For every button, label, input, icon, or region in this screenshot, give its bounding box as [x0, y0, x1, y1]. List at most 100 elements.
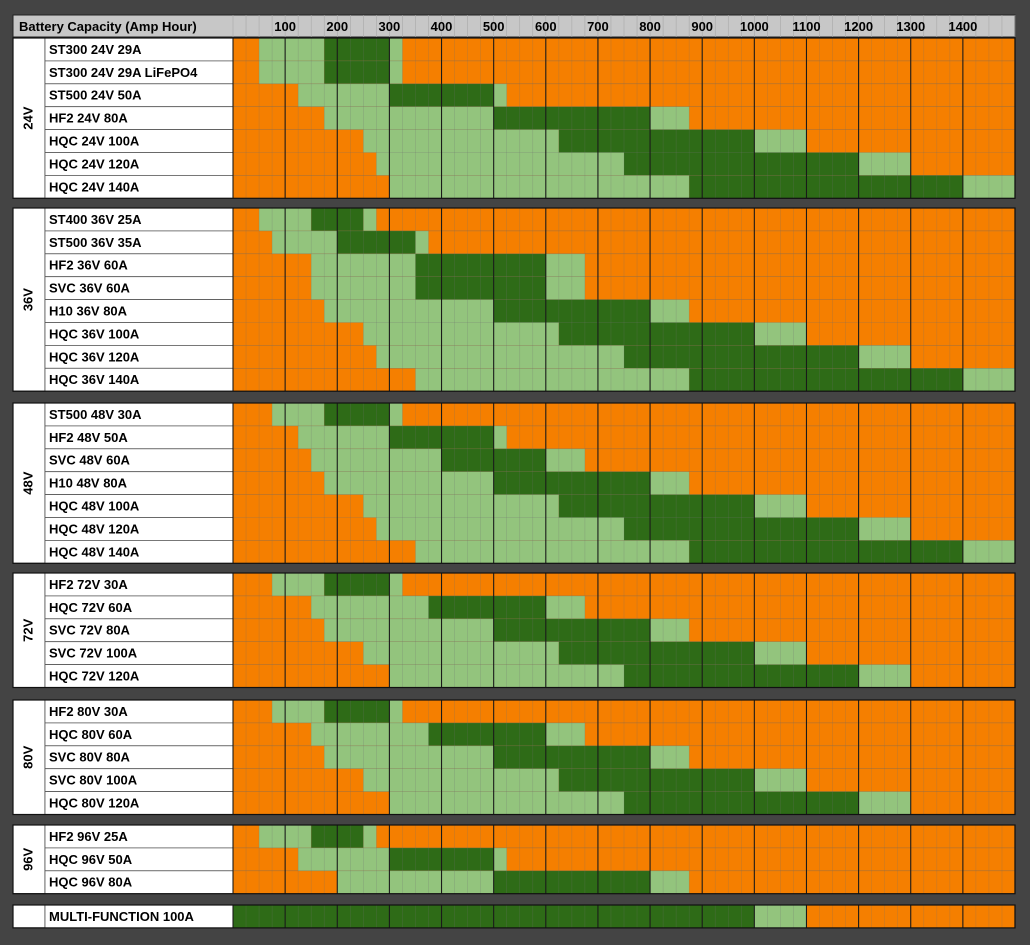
x-tick-label: 400: [431, 19, 453, 34]
cell-dark-green: [558, 768, 755, 792]
row-label: HQC 48V 100A: [49, 498, 140, 513]
row-label: ST300 24V 29A LiFePO4: [49, 65, 198, 80]
cell-light-green: [311, 595, 429, 619]
row-label: HF2 72V 30A: [49, 577, 128, 592]
cell-light-green: [363, 208, 377, 231]
cell-dark-green: [689, 175, 963, 199]
voltage-group-cell: [12, 207, 46, 392]
cell-dark-green: [493, 745, 651, 769]
cell-light-green: [858, 345, 911, 369]
group-border: [12, 37, 1016, 199]
cell-dark-green: [324, 573, 390, 596]
row-label: H10 48V 80A: [49, 476, 128, 491]
voltage-group-cell: [12, 402, 46, 564]
x-tick-label: 700: [587, 19, 609, 34]
cell-light-green: [858, 517, 911, 541]
cell-dark-green: [493, 299, 651, 323]
cell-light-green: [650, 618, 690, 642]
cell-light-green: [858, 664, 911, 688]
group-border: [12, 402, 1016, 564]
cell-light-green: [259, 60, 325, 84]
cell-light-green: [545, 276, 585, 300]
cell-light-green: [754, 322, 807, 346]
cell-light-green: [754, 768, 807, 792]
row-label: ST500 36V 35A: [49, 235, 142, 250]
row-label: SVC 48V 60A: [49, 453, 131, 468]
x-tick-label: 1200: [844, 19, 873, 34]
row-label: ST500 48V 30A: [49, 407, 142, 422]
chart-title: Battery Capacity (Amp Hour): [19, 19, 197, 34]
cell-light-green: [376, 345, 624, 369]
row-label: HQC 96V 50A: [49, 852, 133, 867]
cell-dark-green: [558, 129, 755, 153]
cell-dark-green: [624, 664, 859, 688]
cell-orange: [233, 403, 1015, 426]
cell-light-green: [415, 230, 429, 254]
cell-light-green: [962, 540, 1015, 564]
cell-light-green: [272, 230, 338, 254]
voltage-group-label: 36V: [20, 288, 35, 311]
cell-dark-green: [428, 722, 546, 746]
cell-light-green: [650, 745, 690, 769]
voltage-group-label: 24V: [20, 106, 35, 129]
x-tick-label: 800: [639, 19, 661, 34]
cell-dark-green: [324, 403, 390, 426]
row-label: HF2 24V 80A: [49, 111, 128, 126]
cell-light-green: [363, 768, 559, 792]
cell-light-green: [415, 368, 690, 392]
cell-light-green: [298, 847, 390, 871]
cell-light-green: [298, 83, 390, 107]
row-label: HQC 36V 120A: [49, 349, 140, 364]
row-label: SVC 80V 80A: [49, 750, 131, 765]
cell-orange: [233, 38, 1015, 61]
cell-dark-green: [624, 517, 859, 541]
cell-dark-green: [624, 152, 859, 176]
x-tick-label: 1400: [948, 19, 977, 34]
cell-light-green: [754, 905, 807, 928]
cell-light-green: [493, 847, 507, 871]
cell-orange: [233, 573, 1015, 596]
row-label: HQC 24V 140A: [49, 179, 140, 194]
cell-light-green: [298, 425, 390, 449]
group-border: [12, 572, 1016, 689]
cell-light-green: [324, 106, 494, 130]
cell-orange: [233, 700, 1015, 723]
cell-light-green: [754, 641, 807, 665]
cell-dark-green: [493, 618, 651, 642]
voltage-group-cell: [12, 824, 46, 895]
row-label: HQC 80V 60A: [49, 727, 133, 742]
cell-light-green: [363, 129, 559, 153]
cell-light-green: [324, 745, 494, 769]
group-border: [12, 207, 1016, 392]
cell-light-green: [545, 253, 585, 277]
row-label: SVC 72V 80A: [49, 623, 131, 638]
group-border: [12, 904, 1016, 929]
voltage-group-cell: [12, 572, 46, 688]
row-label: HQC 96V 80A: [49, 875, 133, 890]
row-label: SVC 80V 100A: [49, 773, 138, 788]
cell-light-green: [545, 722, 585, 746]
cell-light-green: [389, 60, 403, 84]
row-label: HQC 24V 100A: [49, 133, 140, 148]
cell-light-green: [545, 595, 585, 619]
cell-light-green: [376, 517, 624, 541]
cell-light-green: [493, 425, 507, 449]
row-label: SVC 36V 60A: [49, 281, 131, 296]
cell-dark-green: [337, 230, 416, 254]
cell-dark-green: [493, 870, 651, 894]
cell-light-green: [311, 722, 429, 746]
x-tick-label: 1100: [792, 19, 820, 34]
cell-light-green: [363, 825, 377, 848]
cell-dark-green: [689, 368, 963, 392]
row-label: H10 36V 80A: [49, 303, 128, 318]
voltage-group-cell: [12, 699, 46, 815]
cell-light-green: [363, 641, 559, 665]
voltage-group-cell: [12, 904, 46, 929]
x-tick-label: 500: [483, 19, 505, 34]
cell-light-green: [389, 403, 403, 426]
cell-light-green: [389, 573, 403, 596]
cell-light-green: [311, 448, 442, 472]
cell-light-green: [650, 299, 690, 323]
row-label: HQC 24V 120A: [49, 156, 140, 171]
